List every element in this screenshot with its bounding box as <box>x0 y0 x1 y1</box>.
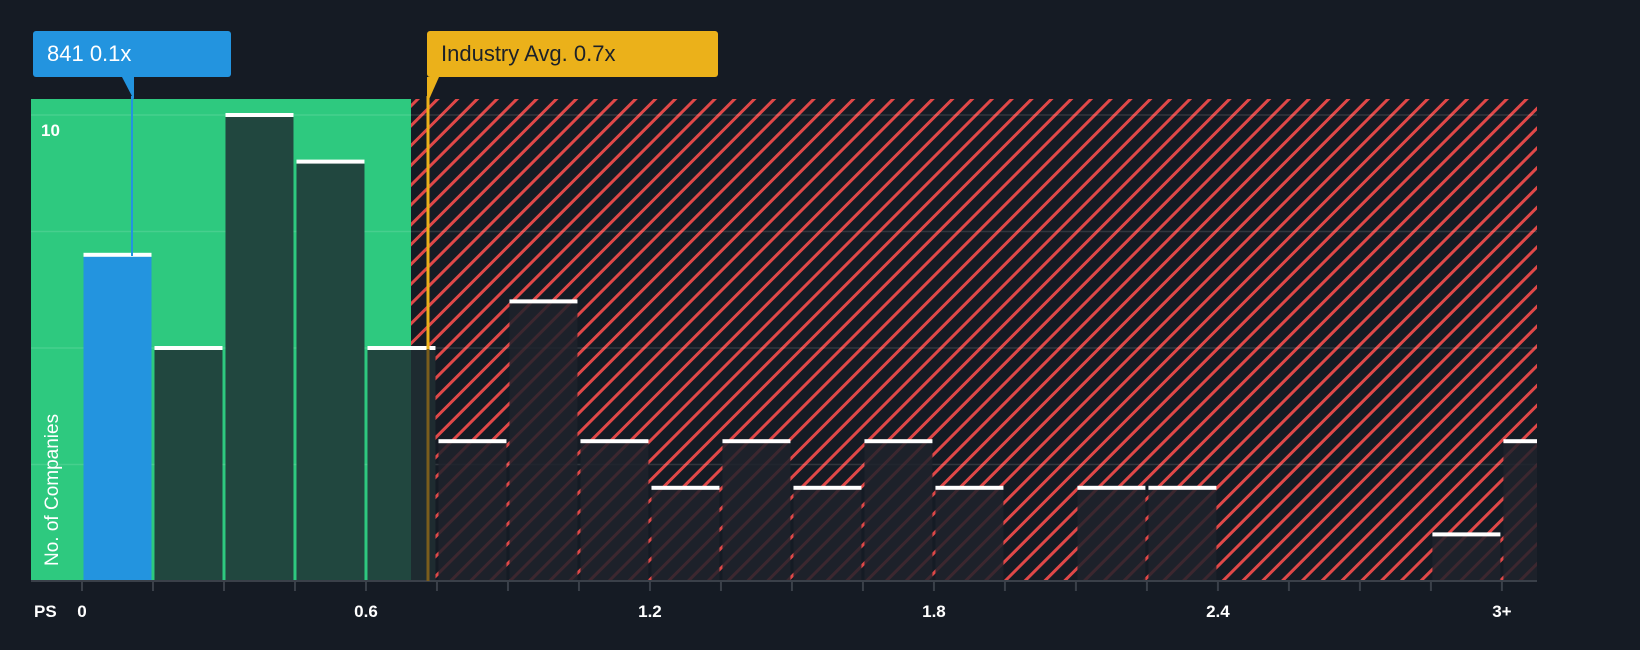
histogram-bar <box>1148 487 1217 581</box>
histogram-bar <box>438 441 507 581</box>
bar-cap <box>1077 485 1146 490</box>
histogram-bar <box>722 441 791 581</box>
bar-cap <box>580 439 649 444</box>
bar-cap <box>1432 532 1501 537</box>
bar-cap <box>864 439 933 444</box>
bar-cap <box>793 485 862 490</box>
x-tick-label: 2.4 <box>1206 602 1230 621</box>
x-axis-ticks <box>81 582 1503 591</box>
bar-cap <box>722 439 791 444</box>
bars <box>83 113 1537 582</box>
x-tick-label: 3+ <box>1492 602 1512 621</box>
histogram-bar <box>83 254 152 582</box>
industry-avg-callout: Industry Avg. 0.7x <box>427 31 718 77</box>
bar-cap <box>509 299 578 304</box>
bar-cap <box>367 346 436 350</box>
bar-cap <box>225 113 294 117</box>
histogram-bar <box>1503 441 1537 581</box>
histogram-bar <box>1077 487 1146 581</box>
industry-callout-pointer <box>427 77 439 104</box>
x-tick-label: 1.2 <box>638 602 662 621</box>
bar-cap <box>1503 439 1537 444</box>
bar-cap <box>651 485 720 490</box>
histogram-bar <box>580 441 649 581</box>
company-ps-callout: 841 0.1x <box>33 31 231 77</box>
histogram-bar <box>864 441 933 581</box>
histogram-bar <box>651 487 720 581</box>
company-callout-pointer <box>122 77 134 100</box>
x-tick-label: 1.8 <box>922 602 946 621</box>
histogram-bar <box>154 348 223 581</box>
histogram-bar <box>935 487 1004 581</box>
x-axis-prefix: PS <box>34 602 57 621</box>
x-tick-label: 0.6 <box>354 602 378 621</box>
bar-cap <box>83 252 152 257</box>
bar-cap <box>438 439 507 444</box>
x-tick-label: 0 <box>77 602 87 621</box>
bar-cap <box>935 485 1004 490</box>
histogram-bar <box>225 115 294 581</box>
y-tick-10: 10 <box>41 121 60 140</box>
bar-cap <box>1148 485 1217 490</box>
bar-cap <box>154 346 223 350</box>
histogram-bar <box>793 487 862 581</box>
histogram-bar <box>296 161 365 581</box>
y-axis-title: No. of Companies <box>42 413 63 566</box>
histogram-bar <box>1432 534 1501 581</box>
bar-cap <box>296 159 365 164</box>
histogram-bar <box>509 301 578 581</box>
